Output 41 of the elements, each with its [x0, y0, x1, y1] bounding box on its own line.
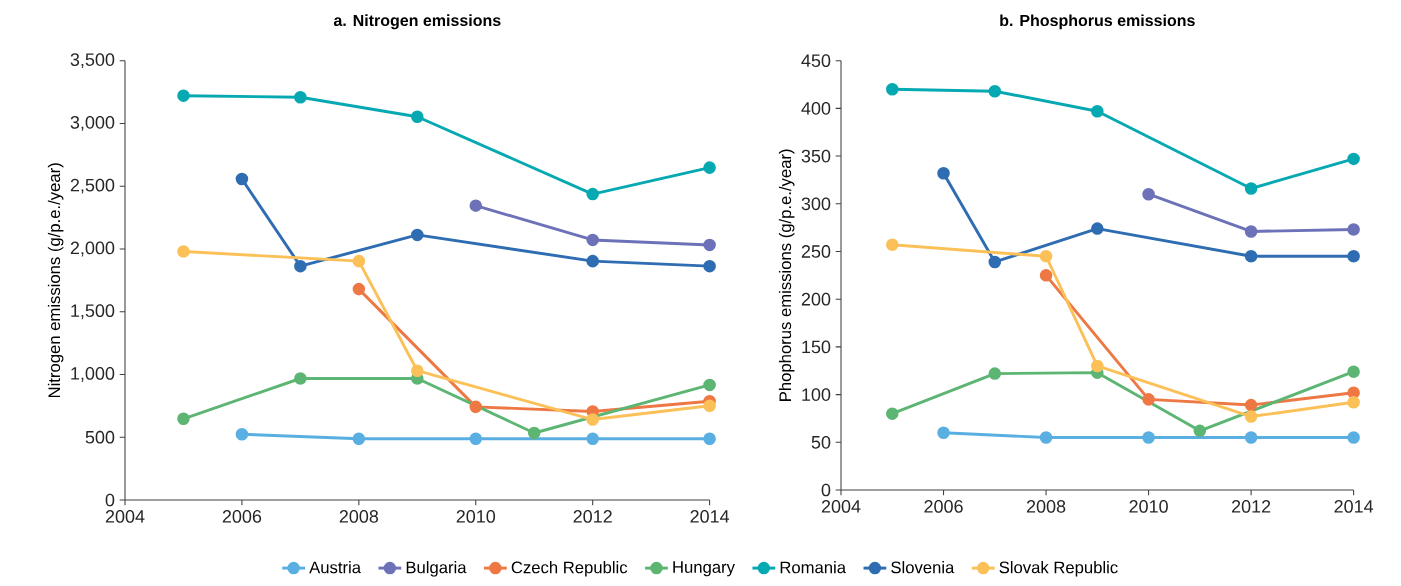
y-tick-label: 0 — [105, 493, 115, 507]
legend-label: Austria — [309, 561, 362, 574]
y-tick-label: 500 — [85, 430, 115, 444]
x-tick-label: 2014 — [1334, 500, 1374, 513]
chart-title: a. Nitrogen emissions — [333, 14, 501, 30]
x-tick-label: 2006 — [222, 510, 262, 523]
y-tick-label: 2,500 — [70, 178, 115, 194]
x-tick-label: 2012 — [573, 510, 612, 523]
y-tick-label: 1,500 — [71, 304, 115, 320]
y-axis-title: Nitrogen emissions (g/p.e./year) — [47, 163, 64, 398]
y-tick-label: 200 — [801, 292, 831, 306]
legend-label: Bulgaria — [406, 561, 467, 577]
y-tick-label: 2,000 — [70, 241, 115, 257]
x-tick-label: 2006 — [924, 500, 963, 513]
y-tick-label: 3,500 — [70, 53, 115, 69]
y-tick-label: 450 — [801, 54, 831, 68]
y-tick-label: 1,000 — [71, 367, 115, 382]
chart-title: b. Phosphorus emissions — [1000, 14, 1195, 30]
y-tick-label: 0 — [821, 483, 831, 497]
y-tick-label: 350 — [801, 149, 831, 163]
x-tick-label: 2012 — [1231, 500, 1271, 513]
legend-label: Romania — [780, 561, 847, 574]
x-tick-label: 2008 — [339, 510, 379, 523]
y-tick-label: 150 — [802, 340, 831, 354]
y-tick-label: 50 — [811, 435, 831, 449]
x-tick-label: 2008 — [1026, 500, 1066, 513]
y-tick-label: 300 — [801, 197, 831, 211]
legend-label: Slovak Republic — [999, 561, 1118, 577]
y-tick-label: 400 — [801, 102, 831, 115]
y-tick-label: 100 — [802, 388, 831, 401]
legend-label: Hungary — [673, 561, 735, 577]
x-tick-label: 2010 — [456, 510, 496, 523]
y-tick-label: 3,000 — [70, 115, 115, 131]
x-tick-label: 2004 — [821, 500, 861, 513]
x-tick-label: 2004 — [105, 510, 145, 523]
y-tick-label: 250 — [801, 245, 831, 258]
x-tick-label: 2014 — [690, 510, 730, 523]
legend-label: Czech Republic — [511, 561, 628, 577]
legend-label: Slovenia — [891, 561, 955, 574]
x-tick-label: 2010 — [1129, 500, 1168, 513]
y-axis-title: Phophorus emissions (g/p.e./year) — [778, 149, 795, 401]
